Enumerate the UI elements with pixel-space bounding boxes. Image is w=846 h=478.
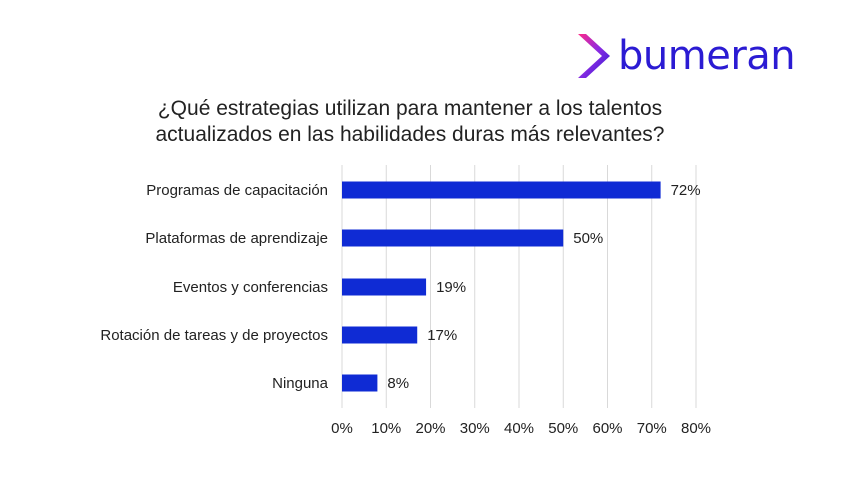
- x-tick-label: 60%: [592, 420, 622, 437]
- value-label: 17%: [427, 327, 457, 344]
- x-tick-label: 0%: [331, 420, 353, 437]
- bar: [342, 374, 378, 392]
- x-tick-label: 30%: [460, 420, 490, 437]
- x-tick-label: 20%: [415, 420, 445, 437]
- bar: [342, 326, 418, 344]
- x-tick-label: 70%: [637, 420, 667, 437]
- bumeran-logo: bumeran: [572, 28, 812, 84]
- x-tick-label: 50%: [548, 420, 578, 437]
- value-label: 8%: [387, 375, 409, 392]
- bar: [342, 181, 661, 199]
- category-label: Eventos y conferencias: [173, 279, 328, 296]
- category-label: Rotación de tareas y de proyectos: [100, 327, 328, 344]
- logo-wordmark: bumeran: [618, 33, 796, 79]
- category-label: Ninguna: [272, 375, 329, 392]
- value-label: 19%: [436, 279, 466, 296]
- category-label: Programas de capacitación: [146, 182, 328, 199]
- chart-title: ¿Qué estrategias utilizan para mantener …: [100, 96, 720, 148]
- bar: [342, 229, 564, 247]
- x-tick-label: 10%: [371, 420, 401, 437]
- chart-title-line-2: actualizados en las habilidades duras má…: [155, 123, 665, 146]
- value-label: 50%: [573, 230, 603, 247]
- category-label: Plataformas de aprendizaje: [145, 230, 328, 247]
- value-label: 72%: [671, 182, 701, 199]
- chart-title-line-1: ¿Qué estrategias utilizan para mantener …: [157, 97, 663, 120]
- x-tick-label: 80%: [681, 420, 711, 437]
- bar: [342, 278, 427, 296]
- x-tick-label: 40%: [504, 420, 534, 437]
- bumeran-logo-icon: [578, 34, 610, 78]
